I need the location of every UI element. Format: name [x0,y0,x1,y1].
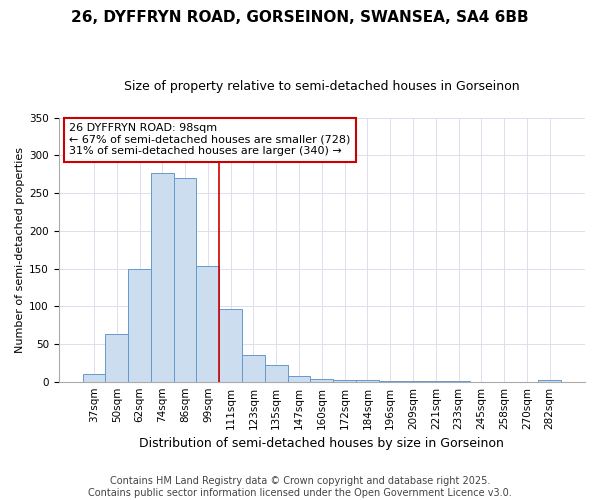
Bar [447,381,470,382]
Bar [242,354,265,382]
Bar [196,266,219,382]
Y-axis label: Number of semi-detached properties: Number of semi-detached properties [15,146,25,352]
Bar [538,380,561,382]
Bar [106,334,128,382]
Bar [379,381,401,382]
Bar [356,380,379,382]
Bar [219,310,242,382]
Bar [287,376,310,382]
Title: Size of property relative to semi-detached houses in Gorseinon: Size of property relative to semi-detach… [124,80,520,93]
Bar [401,381,424,382]
Bar [151,173,174,382]
Bar [310,378,333,382]
Bar [128,268,151,382]
Bar [333,380,356,382]
X-axis label: Distribution of semi-detached houses by size in Gorseinon: Distribution of semi-detached houses by … [139,437,504,450]
Bar [424,381,447,382]
Text: Contains HM Land Registry data © Crown copyright and database right 2025.
Contai: Contains HM Land Registry data © Crown c… [88,476,512,498]
Bar [265,365,287,382]
Text: 26, DYFFRYN ROAD, GORSEINON, SWANSEA, SA4 6BB: 26, DYFFRYN ROAD, GORSEINON, SWANSEA, SA… [71,10,529,25]
Text: 26 DYFFRYN ROAD: 98sqm
← 67% of semi-detached houses are smaller (728)
31% of se: 26 DYFFRYN ROAD: 98sqm ← 67% of semi-det… [69,123,350,156]
Bar [83,374,106,382]
Bar [174,178,196,382]
